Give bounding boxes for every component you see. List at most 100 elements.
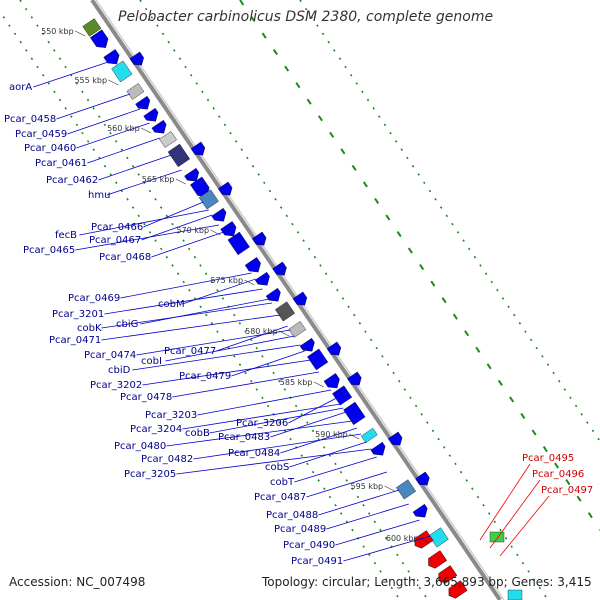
leader-line (197, 389, 332, 416)
gene-arrow (217, 181, 233, 196)
gene-block (167, 143, 191, 168)
gene-label: Pcar_0477 (164, 346, 216, 357)
gene-feature (217, 181, 233, 196)
gene-feature (396, 479, 417, 500)
gene-feature (254, 271, 270, 286)
gene-feature (415, 471, 430, 486)
gene-feature (129, 51, 144, 66)
leader-line-reverse (499, 495, 550, 557)
gene-feature (251, 231, 267, 246)
gene-block (360, 427, 378, 443)
gene-feature (288, 321, 307, 338)
gene-label: Pcar_0478 (120, 392, 172, 403)
kbp-tick-label: 550 kbp (41, 27, 74, 36)
gene-feature (111, 60, 133, 83)
kbp-tick-label: 580 kbp (245, 327, 278, 336)
leader-line (56, 93, 131, 120)
leader-line (335, 519, 420, 546)
gene-block (274, 301, 295, 322)
gene-feature (332, 385, 353, 406)
gene-label: cbiG (116, 319, 138, 330)
gene-feature (227, 231, 250, 256)
leader-line (98, 154, 172, 181)
gene-label: Pcar_0458 (4, 114, 56, 125)
gene-feature (307, 348, 329, 371)
kbp-tick (175, 178, 186, 185)
guide-ring (0, 10, 401, 600)
gene-label: cobK (77, 323, 102, 334)
gene-feature (211, 207, 227, 222)
kbp-tick-label: 570 kbp (176, 226, 209, 235)
reverse-gene (448, 580, 468, 599)
kbp-tick (108, 79, 119, 86)
gene-feature (347, 371, 362, 386)
gene-feature (126, 83, 145, 100)
leader-line (75, 224, 220, 251)
gene-arrow (347, 371, 362, 386)
guide-ring (299, 0, 600, 443)
leader-line (166, 420, 353, 447)
kbp-tick-label: 565 kbp (142, 175, 175, 184)
reverse-gene (414, 530, 434, 549)
leader-line-reverse (479, 463, 531, 541)
gene-feature (299, 337, 315, 352)
gene-feature (190, 141, 206, 156)
gene-arrow (448, 580, 468, 599)
leader-line (141, 214, 213, 241)
map-title: Pelobacter carbinolicus DSM 2380, comple… (118, 9, 494, 25)
leader-line (104, 288, 263, 315)
leader-line (289, 441, 367, 468)
gene-feature (370, 441, 386, 456)
leader-line (216, 325, 288, 352)
gene-label: Pcar_0460 (24, 143, 76, 154)
gene-label: Pcar_0484 (228, 448, 280, 459)
gene-label: Pcar_0487 (254, 492, 306, 503)
gene-arrow (438, 565, 458, 584)
leader-line (101, 302, 273, 329)
topology-label: Topology: circular; Length: 3,665,893 bp… (262, 575, 592, 589)
gene-feature (90, 29, 109, 48)
kbp-tick-label: 560 kbp (107, 124, 140, 133)
gene-feature (272, 261, 287, 276)
leader-line (182, 403, 341, 430)
leader-line (270, 411, 347, 438)
gene-label: Pcar_0480 (114, 441, 166, 452)
gene-block (82, 18, 102, 37)
gene-label: Pcar_0462 (46, 175, 98, 186)
leader-line (140, 298, 270, 325)
gene-feature (82, 18, 102, 37)
gene-label: Pcar_0491 (291, 556, 343, 567)
gene-arrow (299, 337, 315, 352)
gene-arrow (251, 231, 267, 246)
gene-feature (428, 527, 449, 548)
gene-feature (198, 189, 219, 210)
leader-line (106, 169, 182, 196)
leader-line (101, 314, 281, 341)
gene-arrow (129, 51, 144, 66)
gene-label: Pcar_3201 (52, 309, 104, 320)
gene-label: Pcar_3206 (236, 418, 288, 429)
gene-block (288, 321, 307, 338)
gene-feature (244, 257, 261, 273)
gene-arrow (370, 441, 386, 456)
gene-feature (387, 431, 403, 446)
leader-line (67, 108, 141, 135)
leader-line (33, 61, 109, 88)
gene-arrow (292, 291, 308, 306)
reverse-gene (438, 565, 458, 584)
gene-block (126, 83, 145, 100)
leader-line (306, 471, 388, 498)
gene-label-reverse: Pcar_0496 (532, 469, 584, 480)
leader-line (87, 137, 160, 164)
gene-label: cobI (141, 356, 162, 367)
kbp-tick-label: 585 kbp (280, 378, 313, 387)
gene-arrow (414, 530, 434, 549)
guide-ring (19, 0, 429, 600)
gene-label: Pcar_0469 (68, 293, 120, 304)
gene-block (428, 527, 449, 548)
gene-block (332, 385, 353, 406)
kbp-tick (74, 30, 86, 37)
gene-arrow (265, 287, 281, 302)
gene-label: cobT (270, 477, 295, 488)
